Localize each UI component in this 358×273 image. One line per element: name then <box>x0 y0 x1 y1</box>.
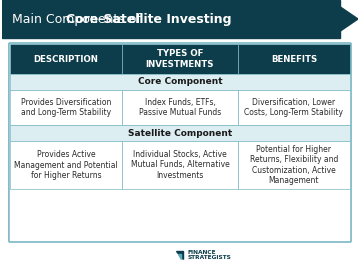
Text: Diversification, Lower
Costs, Long-Term Stability: Diversification, Lower Costs, Long-Term … <box>245 98 343 117</box>
Polygon shape <box>176 251 183 259</box>
Text: TYPES OF
INVESTMENTS: TYPES OF INVESTMENTS <box>146 49 214 69</box>
Text: Index Funds, ETFs,
Passive Mutual Funds: Index Funds, ETFs, Passive Mutual Funds <box>139 98 221 117</box>
Polygon shape <box>178 254 181 259</box>
Bar <box>238 44 350 74</box>
Polygon shape <box>330 0 358 38</box>
Bar <box>122 141 238 189</box>
Text: Core-Satellite Investing: Core-Satellite Investing <box>66 13 231 25</box>
Text: BENEFITS: BENEFITS <box>271 55 317 64</box>
Bar <box>238 141 350 189</box>
Text: FINANCE
STRATEGISTS: FINANCE STRATEGISTS <box>188 250 232 260</box>
Text: Main Components of: Main Components of <box>12 13 145 25</box>
Bar <box>122 90 238 125</box>
Text: Potential for Higher
Returns, Flexibility and
Customization, Active
Management: Potential for Higher Returns, Flexibilit… <box>250 145 338 185</box>
Bar <box>122 44 238 74</box>
Bar <box>10 44 122 74</box>
Text: Provides Diversification
and Long-Term Stability: Provides Diversification and Long-Term S… <box>21 98 111 117</box>
Text: DESCRIPTION: DESCRIPTION <box>34 55 98 64</box>
Bar <box>10 90 122 125</box>
Bar <box>238 90 350 125</box>
Text: Individual Stocks, Active
Mutual Funds, Alternative
Investments: Individual Stocks, Active Mutual Funds, … <box>131 150 229 180</box>
Polygon shape <box>2 0 340 38</box>
Bar <box>10 141 122 189</box>
Bar <box>10 125 350 141</box>
Text: Provides Active
Management and Potential
for Higher Returns: Provides Active Management and Potential… <box>14 150 118 180</box>
Bar <box>10 74 350 90</box>
Text: Satellite Component: Satellite Component <box>128 129 232 138</box>
Text: Core Component: Core Component <box>138 78 222 87</box>
FancyBboxPatch shape <box>9 43 351 242</box>
FancyBboxPatch shape <box>2 0 340 38</box>
